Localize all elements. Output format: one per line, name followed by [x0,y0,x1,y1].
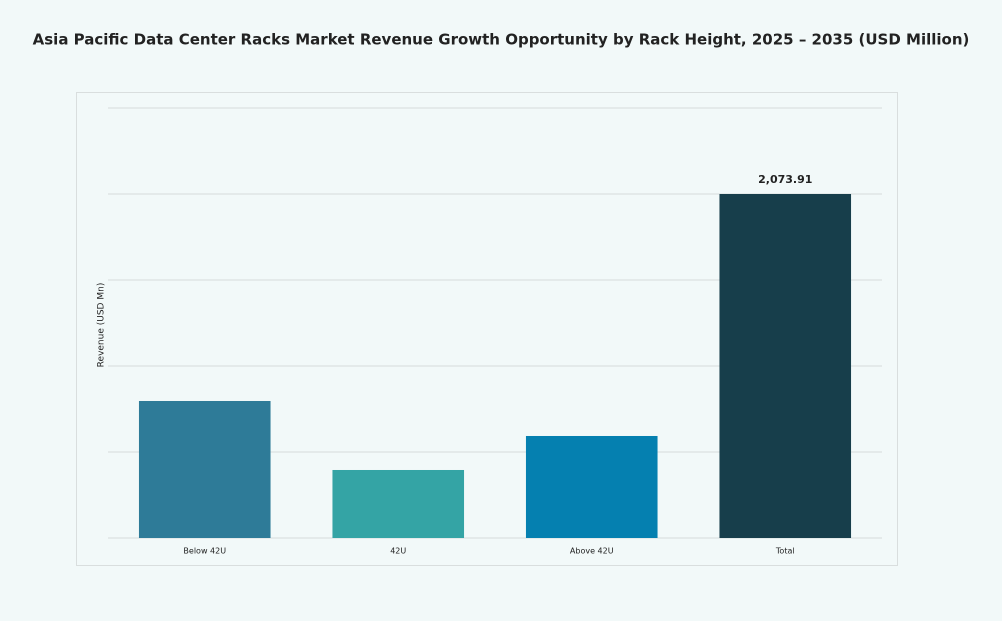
plot-frame [76,92,898,566]
bar [138,400,271,538]
value-label: 2,073.91 [758,173,812,186]
bar [719,194,852,538]
x-tick-label: 42U [390,547,406,556]
x-tick-label: Total [775,547,795,556]
chart-title: Asia Pacific Data Center Racks Market Re… [33,31,970,49]
y-axis-label: Revenue (USD Mn) [97,283,107,368]
bar [525,435,658,538]
x-tick-label: Above 42U [570,547,614,556]
x-tick-label: Below 42U [183,547,226,556]
bar [332,469,465,538]
